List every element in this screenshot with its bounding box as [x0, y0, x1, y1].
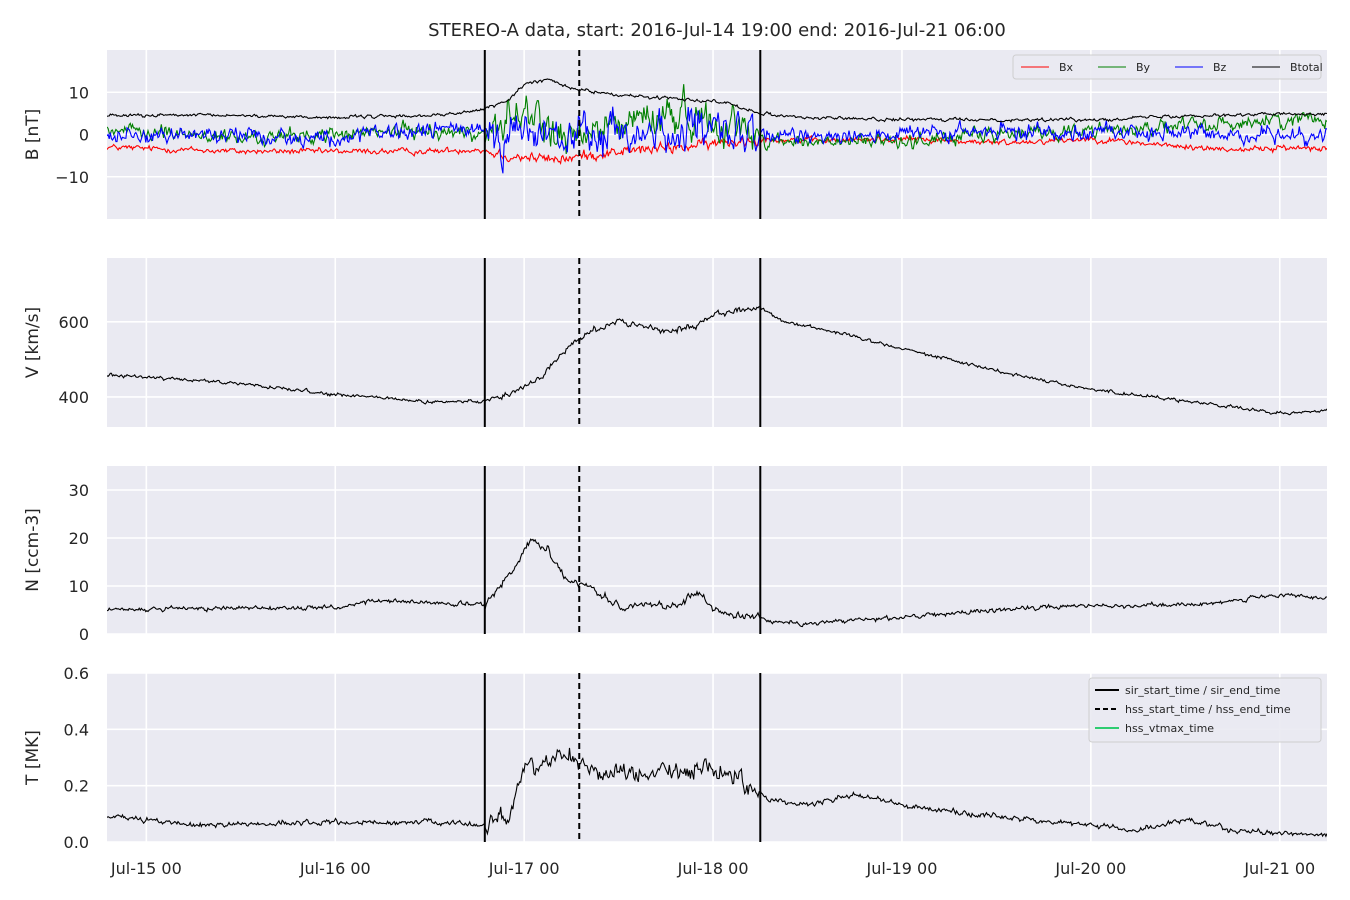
y-tick-label: 0.6 [64, 664, 89, 683]
legend-box [1088, 677, 1322, 743]
series-n-line [107, 538, 1327, 628]
y-tick-label: 0.2 [64, 777, 89, 796]
y-tick-label: 600 [58, 313, 89, 332]
legend-label-btotal: Btotal [1290, 61, 1323, 74]
x-tick-label: Jul-17 00 [488, 859, 560, 878]
series-bx-line [107, 134, 1327, 166]
y-tick-label: 10 [69, 83, 89, 102]
legend-label-3: hss_vtmax_time [1125, 722, 1214, 735]
x-tick-label: Jul-19 00 [866, 859, 938, 878]
legend: sir_start_time / sir_end_time hss_start_t… [1088, 677, 1322, 743]
y-axis-label: N [ccm-3] [23, 508, 43, 592]
x-tick-label: Jul-18 00 [677, 859, 749, 878]
y-tick-label: 400 [58, 388, 89, 407]
series-by-line [107, 84, 1327, 155]
panel-1: −10 0 10 B [nT] Bx By Bz Btotal [23, 50, 1327, 219]
y-tick-label: 0.0 [64, 833, 89, 852]
legend-label-1: sir_start_time / sir_end_time [1125, 684, 1281, 697]
x-tick-label: Jul-21 00 [1243, 859, 1315, 878]
series-v-line [107, 305, 1327, 416]
series-t-line [107, 747, 1327, 838]
x-tick-label: Jul-16 00 [299, 859, 371, 878]
y-tick-label: 20 [69, 529, 89, 548]
legend-box [1012, 54, 1322, 80]
y-tick-label: −10 [55, 168, 89, 187]
figure-title: STEREO-A data, start: 2016-Jul-14 19:00 … [428, 20, 1006, 41]
legend-label-2: hss_start_time / hss_end_time [1125, 703, 1291, 716]
panel-4: 0.0 0.2 0.4 0.6 T [MK] sir_start_time / sir_e… [23, 664, 1327, 852]
legend-label-bx: Bx [1059, 61, 1074, 74]
y-axis-label: T [MK] [23, 730, 43, 786]
series-bz-line [107, 106, 1327, 174]
y-tick-label: 0 [79, 625, 89, 644]
y-tick-label: 0.4 [64, 720, 89, 739]
legend-label-by: By [1136, 61, 1151, 74]
y-tick-label: 10 [69, 577, 89, 596]
x-tick-label: Jul-20 00 [1054, 859, 1126, 878]
panel-3: 0 10 20 30 N [ccm-3] [23, 466, 1327, 644]
legend-label-bz: Bz [1213, 61, 1227, 74]
legend: Bx By Bz Btotal [1012, 54, 1323, 80]
y-tick-label: 0 [79, 126, 89, 145]
panel-2: 400 600 V [km/s] [23, 258, 1327, 427]
y-tick-label: 30 [69, 481, 89, 500]
y-axis-label: B [nT] [23, 109, 43, 161]
y-axis-label: V [km/s] [23, 307, 43, 378]
panel-background [107, 258, 1327, 427]
panels: −10 0 10 B [nT] Bx By Bz Btotal 400 600 V [km/s] 0 1… [23, 50, 1327, 878]
x-tick-label: Jul-15 00 [110, 859, 182, 878]
series-btotal-line [107, 78, 1327, 123]
